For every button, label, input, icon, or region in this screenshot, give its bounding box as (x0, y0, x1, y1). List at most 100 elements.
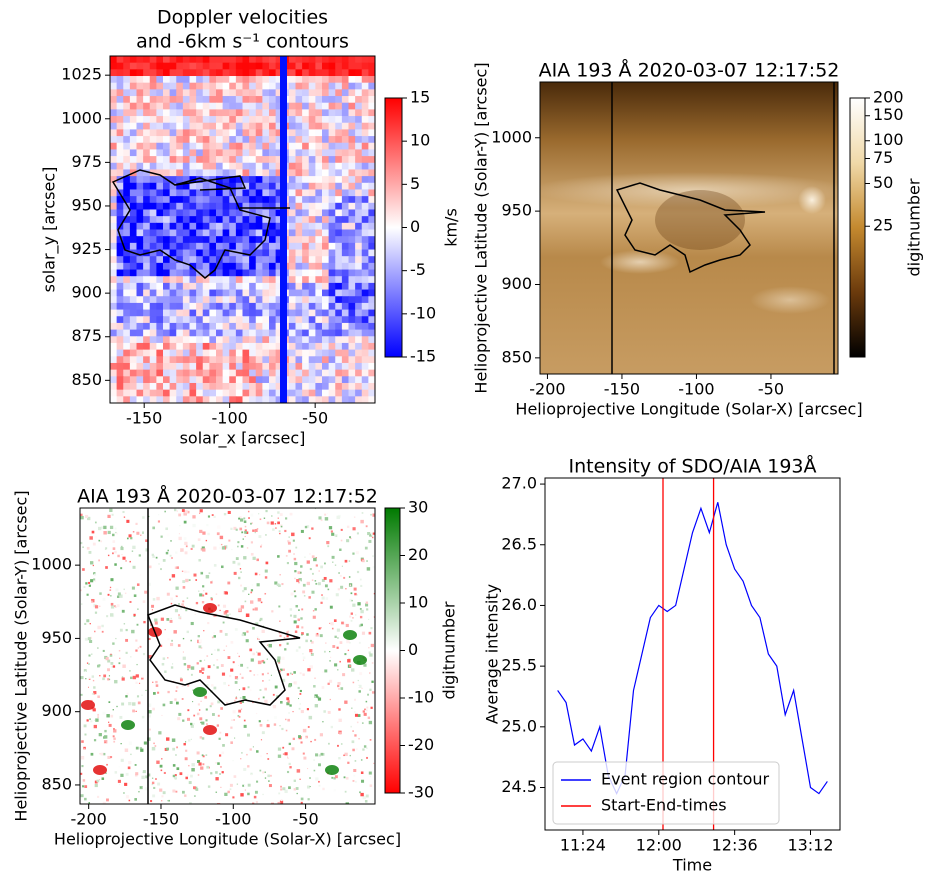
image-pixel (322, 82, 330, 90)
image-pixel (348, 389, 356, 397)
image-pixel (143, 336, 151, 344)
image-pixel (125, 560, 127, 562)
image-pixel (234, 681, 238, 684)
image-pixel (335, 396, 343, 403)
image-pixel (123, 209, 131, 217)
image-pixel (209, 162, 217, 170)
image-pixel (262, 149, 270, 157)
image-pixel (262, 771, 265, 774)
image-pixel (298, 707, 301, 710)
image-pixel (315, 336, 323, 344)
image-pixel (136, 196, 144, 204)
image-pixel (361, 129, 369, 137)
image-pixel (289, 608, 293, 611)
image-pixel (288, 109, 296, 117)
image-pixel (110, 296, 118, 304)
image-pixel (308, 309, 316, 317)
image-pixel (285, 554, 288, 557)
image-pixel (199, 659, 202, 663)
image-pixel (196, 62, 204, 70)
image-pixel (156, 236, 164, 244)
image-pixel (189, 262, 197, 271)
image-pixel (242, 209, 250, 217)
image-pixel (341, 69, 349, 77)
image-pixel (235, 309, 243, 317)
image-pixel (189, 236, 197, 244)
image-pixel (295, 329, 303, 337)
image-pixel (346, 639, 350, 644)
image-pixel (142, 770, 146, 774)
image-pixel (170, 597, 173, 601)
image-pixel (275, 309, 283, 317)
image-pixel (138, 682, 141, 684)
image-pixel (315, 309, 323, 317)
image-pixel (132, 702, 136, 706)
image-pixel (162, 791, 166, 795)
image-pixel (247, 585, 250, 589)
image-pixel (295, 149, 303, 157)
image-pixel (162, 657, 166, 660)
image-pixel (302, 316, 310, 324)
image-pixel (315, 116, 323, 124)
image-pixel (244, 789, 246, 791)
image-pixel (269, 316, 277, 324)
image-pixel (136, 289, 144, 297)
image-pixel (222, 176, 230, 184)
image-pixel (153, 692, 156, 695)
image-pixel (189, 242, 197, 251)
image-pixel (328, 222, 336, 230)
image-pixel (255, 316, 263, 324)
image-pixel (241, 531, 244, 534)
image-pixel (330, 725, 333, 729)
image-pixel (262, 679, 264, 682)
image-pixel (123, 329, 131, 337)
image-pixel (261, 731, 265, 735)
image-pixel (348, 162, 356, 170)
image-pixel (249, 342, 257, 351)
image-pixel (289, 704, 292, 707)
image-pixel (242, 289, 250, 297)
image-pixel (116, 322, 124, 331)
y-tick-label: 26.0 (501, 595, 537, 614)
image-pixel (288, 229, 296, 237)
image-pixel (199, 717, 203, 721)
image-pixel (84, 622, 87, 625)
image-pixel (295, 89, 303, 97)
image-pixel (163, 382, 171, 391)
image-pixel (269, 269, 277, 277)
image-pixel (242, 249, 250, 257)
image-pixel (235, 322, 243, 331)
image-pixel (116, 302, 124, 311)
image-pixel (340, 585, 344, 589)
image-pixel (189, 222, 197, 230)
image-pixel (163, 82, 171, 90)
image-pixel (269, 96, 277, 104)
image-pixel (295, 162, 303, 170)
image-pixel (341, 342, 349, 351)
image-pixel (348, 269, 356, 277)
image-pixel (88, 802, 91, 804)
image-pixel (301, 634, 303, 636)
image-pixel (262, 69, 270, 77)
image-pixel (317, 696, 320, 699)
image-pixel (255, 56, 263, 64)
image-pixel (116, 349, 124, 357)
y-tick-label: 25.5 (501, 656, 537, 675)
image-pixel (169, 216, 177, 224)
image-pixel (344, 752, 348, 757)
image-pixel (143, 129, 151, 137)
image-pixel (213, 515, 216, 518)
image-pixel (288, 102, 296, 110)
image-pixel (315, 209, 323, 217)
image-pixel (238, 655, 240, 658)
image-pixel (182, 122, 190, 130)
image-pixel (198, 558, 201, 562)
image-pixel (249, 222, 257, 230)
image-pixel (153, 786, 156, 790)
image-pixel (355, 296, 363, 304)
image-pixel (120, 773, 124, 777)
image-pixel (363, 663, 367, 667)
image-pixel (295, 322, 303, 331)
image-pixel (243, 587, 247, 591)
image-pixel (252, 608, 255, 611)
